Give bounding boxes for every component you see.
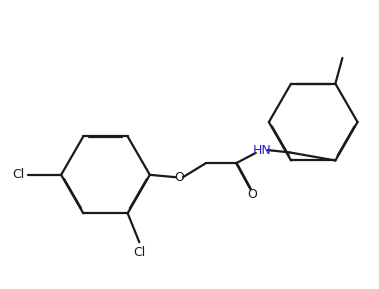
Text: Cl: Cl (12, 168, 24, 181)
Text: O: O (247, 188, 257, 201)
Text: O: O (174, 171, 184, 184)
Text: HN: HN (252, 144, 271, 157)
Text: Cl: Cl (133, 246, 146, 259)
